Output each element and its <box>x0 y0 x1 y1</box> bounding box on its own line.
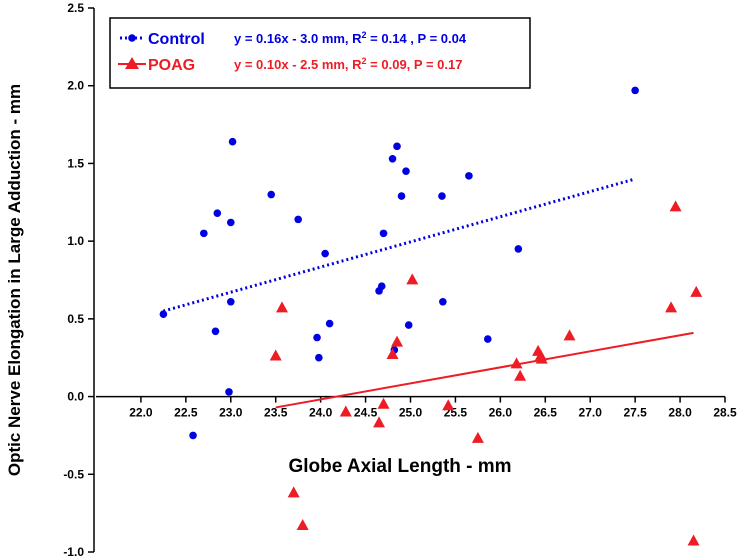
y-tick-label: 0.0 <box>67 390 84 404</box>
legend-poag-label: POAG <box>148 57 195 74</box>
poag-point <box>406 273 419 285</box>
control-point <box>514 245 523 253</box>
control-point <box>438 192 446 200</box>
x-tick-label: 28.5 <box>713 406 737 420</box>
x-axis-title: Globe Axial Length - mm <box>288 456 511 477</box>
axes-layer: 2.5 2.0 1.5 1.0 0.5 0.0 -0.5 -1.0 22.0 22.5 23.0 23… <box>63 1 737 559</box>
poag-point <box>690 285 703 297</box>
y-tick-label: -0.5 <box>63 467 84 481</box>
legend-poag-marker <box>125 57 139 69</box>
poag-point <box>269 349 282 361</box>
poag-point <box>535 352 548 364</box>
legend-box <box>109 17 531 89</box>
control-point <box>483 335 492 343</box>
control-fit-line <box>162 177 636 313</box>
control-point <box>377 282 386 291</box>
control-point <box>315 353 323 362</box>
poag-point <box>514 369 527 381</box>
poag-point <box>563 329 576 341</box>
control-point <box>397 192 406 200</box>
poag-point <box>373 416 386 428</box>
legend-control-marker <box>128 34 136 42</box>
control-point <box>159 310 168 318</box>
y-tick-label: 0.5 <box>67 312 84 326</box>
control-point <box>465 172 473 180</box>
x-tick-label: 27.5 <box>623 406 647 420</box>
x-tick-label: 24.0 <box>309 406 333 420</box>
control-point <box>631 86 639 95</box>
y-tick-label: -1.0 <box>63 545 84 559</box>
poag-point <box>386 348 399 360</box>
poag-point <box>377 397 390 409</box>
y-tick-label: 1.5 <box>67 156 84 170</box>
control-point <box>226 218 235 227</box>
y-tick-label: 2.5 <box>67 1 84 15</box>
x-tick-label: 22.5 <box>174 406 198 420</box>
control-point <box>402 167 410 175</box>
poag-fit-line <box>275 331 694 409</box>
control-point <box>379 229 388 238</box>
control-point <box>211 327 220 336</box>
poag-point <box>296 518 309 530</box>
x-tick-label: 23.5 <box>264 406 288 420</box>
control-point <box>228 137 237 146</box>
control-point <box>325 319 334 328</box>
control-point <box>388 154 397 163</box>
control-point <box>189 431 197 440</box>
control-point <box>225 388 233 396</box>
legend-control-label: Control <box>148 31 205 48</box>
poag-point <box>442 399 455 411</box>
poag-point <box>391 335 404 347</box>
poag-point <box>510 357 523 369</box>
control-point <box>313 333 321 342</box>
legend: Control y = 0.16x - 3.0 mm, R2 = 0.14 , P… <box>109 17 531 89</box>
marks-layer <box>159 86 703 546</box>
poag-point <box>276 301 289 313</box>
y-tick-label: 1.0 <box>67 234 84 248</box>
poag-point <box>287 486 300 498</box>
x-tick-label: 26.0 <box>489 406 513 420</box>
x-tick-label: 25.0 <box>399 406 423 420</box>
y-axis-title: Optic Nerve Elongation in Large Adductio… <box>5 84 24 476</box>
control-point <box>393 142 401 151</box>
poag-point <box>471 431 484 443</box>
control-point <box>294 215 302 224</box>
control-point <box>404 321 413 329</box>
poag-point <box>687 534 700 546</box>
poag-point <box>339 405 352 417</box>
y-tick-label: 2.0 <box>67 79 84 93</box>
control-point <box>267 190 276 199</box>
poag-point <box>665 301 678 313</box>
control-point <box>226 297 235 306</box>
legend-poag-equation: y = 0.10x - 2.5 mm, R2 = 0.09, P = 0.17 <box>234 56 462 72</box>
x-tick-label: 22.0 <box>129 406 153 420</box>
control-point <box>321 249 329 258</box>
control-point <box>213 209 222 217</box>
control-point <box>200 229 208 238</box>
poag-point <box>669 200 682 212</box>
legend-control-equation: y = 0.16x - 3.0 mm, R2 = 0.14 , P = 0.04 <box>234 30 467 46</box>
x-tick-label: 28.0 <box>668 406 692 420</box>
control-point <box>439 297 447 306</box>
x-tick-label: 26.5 <box>534 406 558 420</box>
x-tick-label: 24.5 <box>354 406 378 420</box>
x-tick-label: 27.0 <box>579 406 603 420</box>
x-tick-label: 23.0 <box>219 406 243 420</box>
